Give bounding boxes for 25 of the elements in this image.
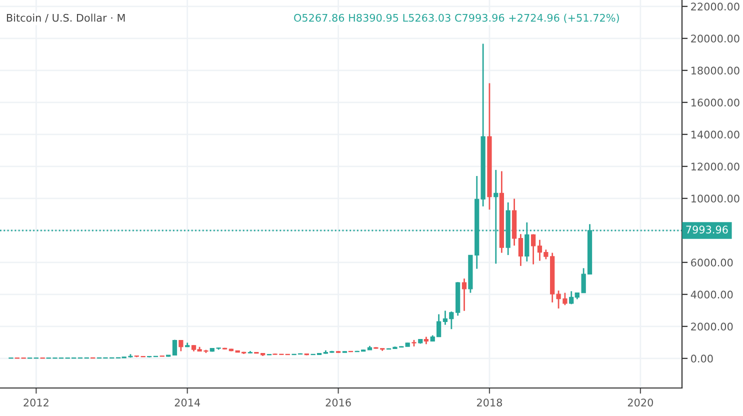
x-tick-label: 2018 <box>476 398 502 406</box>
ref-line-label: 7993.96 <box>686 226 728 234</box>
y-tick-label: 16000.00 <box>691 98 740 107</box>
x-tick-label: 2012 <box>24 398 48 406</box>
candlestick <box>524 222 530 262</box>
candlestick <box>462 278 467 312</box>
text: Bitcoin / U.S. Dollar · M <box>6 14 125 23</box>
x-tick-label: 2014 <box>174 398 200 406</box>
y-tick-label: 2000.00 <box>691 322 733 331</box>
candlestick <box>172 339 178 356</box>
y-tick-label: 12000.00 <box>691 162 740 171</box>
y-tick-label: 4000.00 <box>690 290 733 299</box>
annotation: O5267.86 H8390.95 L5263.03 C7993.96 +2724.96 (+51.72%) <box>294 14 619 23</box>
candlestick <box>178 339 184 352</box>
x-tick-label: 2020 <box>628 398 653 406</box>
y-tick-label: 6000.00 <box>691 258 733 267</box>
y-tick-label: 20000.00 <box>691 34 740 43</box>
y-tick-label: 22000.00 <box>691 2 740 11</box>
y-tick-label: 10000.00 <box>691 194 740 203</box>
y-tick-label: 18000.00 <box>691 66 740 75</box>
candlestick <box>518 233 524 267</box>
y-tick-label: 14000.00 <box>691 130 740 139</box>
x-tick-label: 2016 <box>326 398 351 406</box>
y-tick-label: 0.00 <box>691 354 713 363</box>
candlestick <box>531 234 536 266</box>
